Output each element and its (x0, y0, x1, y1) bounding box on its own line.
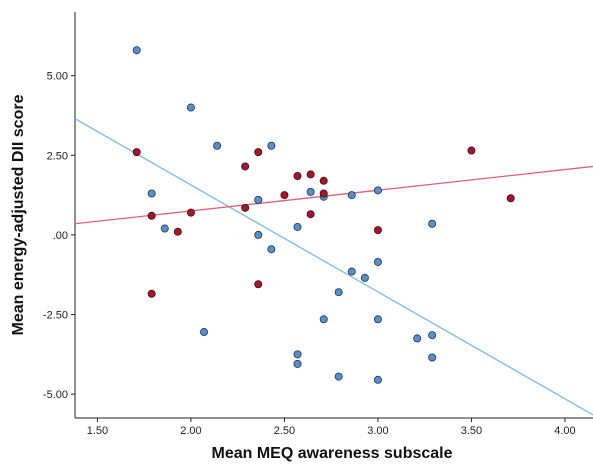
y-tick-label: -5.00 (43, 389, 68, 401)
data-point-series-2 (254, 280, 263, 289)
data-point-series-2 (280, 191, 289, 200)
data-point-series-2 (147, 211, 156, 220)
y-tick-label: .00 (53, 230, 68, 242)
data-point-series-1 (132, 46, 141, 55)
data-point-series-2 (186, 208, 195, 217)
x-tick-label: 2.00 (180, 425, 201, 437)
data-point-series-1 (147, 189, 156, 198)
data-point-series-1 (293, 359, 302, 368)
data-point-series-1 (373, 257, 382, 266)
data-point-series-1 (213, 141, 222, 150)
x-tick-label: 4.00 (554, 425, 575, 437)
data-points (132, 46, 515, 384)
data-point-series-1 (186, 103, 195, 112)
data-point-series-1 (334, 288, 343, 297)
data-point-series-1 (293, 350, 302, 359)
data-point-series-2 (293, 171, 302, 180)
y-axis-ticks: 5.00 2.50 .00 -2.50 -5.00 (43, 71, 75, 401)
x-axis-title: Mean MEQ awareness subscale (212, 445, 453, 462)
data-point-series-1 (428, 219, 437, 228)
data-point-series-2 (241, 203, 250, 212)
x-tick-label: 1.50 (87, 425, 108, 437)
x-axis-ticks: 1.50 2.00 2.50 3.00 3.50 4.00 (87, 418, 576, 437)
data-point-series-1 (347, 267, 356, 276)
data-point-series-2 (467, 146, 476, 155)
data-point-series-1 (373, 375, 382, 384)
data-point-series-2 (147, 289, 156, 298)
data-point-series-2 (306, 170, 315, 179)
data-point-series-2 (506, 194, 515, 203)
data-point-series-1 (373, 315, 382, 324)
data-point-series-1 (306, 187, 315, 196)
y-tick-label: -2.50 (43, 310, 68, 322)
data-point-series-2 (132, 148, 141, 157)
data-point-series-2 (373, 226, 382, 235)
data-point-series-1 (360, 273, 369, 282)
y-axis-title: Mean energy-adjusted DII score (10, 94, 27, 335)
data-point-series-1 (254, 230, 263, 239)
x-tick-label: 3.50 (461, 425, 482, 437)
data-point-series-1 (267, 141, 276, 150)
y-tick-label: 5.00 (47, 71, 68, 83)
data-point-series-1 (254, 195, 263, 204)
data-point-series-2 (254, 148, 263, 157)
data-point-series-1 (347, 191, 356, 200)
fit-lines (74, 118, 593, 416)
plot-area: 1.50 2.00 2.50 3.00 3.50 4.00 5.00 2.50 .00 -2.5… (43, 12, 593, 437)
y-tick-label: 2.50 (47, 150, 68, 162)
data-point-series-2 (306, 210, 315, 219)
data-point-series-2 (173, 227, 182, 236)
data-point-series-1 (319, 315, 328, 324)
data-point-series-2 (319, 189, 328, 198)
data-point-series-2 (319, 176, 328, 185)
data-point-series-1 (293, 222, 302, 231)
data-point-series-1 (413, 334, 422, 343)
data-point-series-1 (200, 328, 209, 337)
x-tick-label: 3.00 (367, 425, 388, 437)
data-point-series-1 (428, 331, 437, 340)
x-tick-label: 2.50 (274, 425, 295, 437)
data-point-series-1 (160, 224, 169, 233)
data-point-series-1 (373, 186, 382, 195)
data-point-series-1 (334, 372, 343, 381)
data-point-series-2 (241, 162, 250, 171)
data-point-series-1 (267, 245, 276, 254)
fit-line-series-2 (74, 165, 593, 225)
data-point-series-1 (428, 353, 437, 362)
fit-line-series-1 (74, 118, 593, 416)
